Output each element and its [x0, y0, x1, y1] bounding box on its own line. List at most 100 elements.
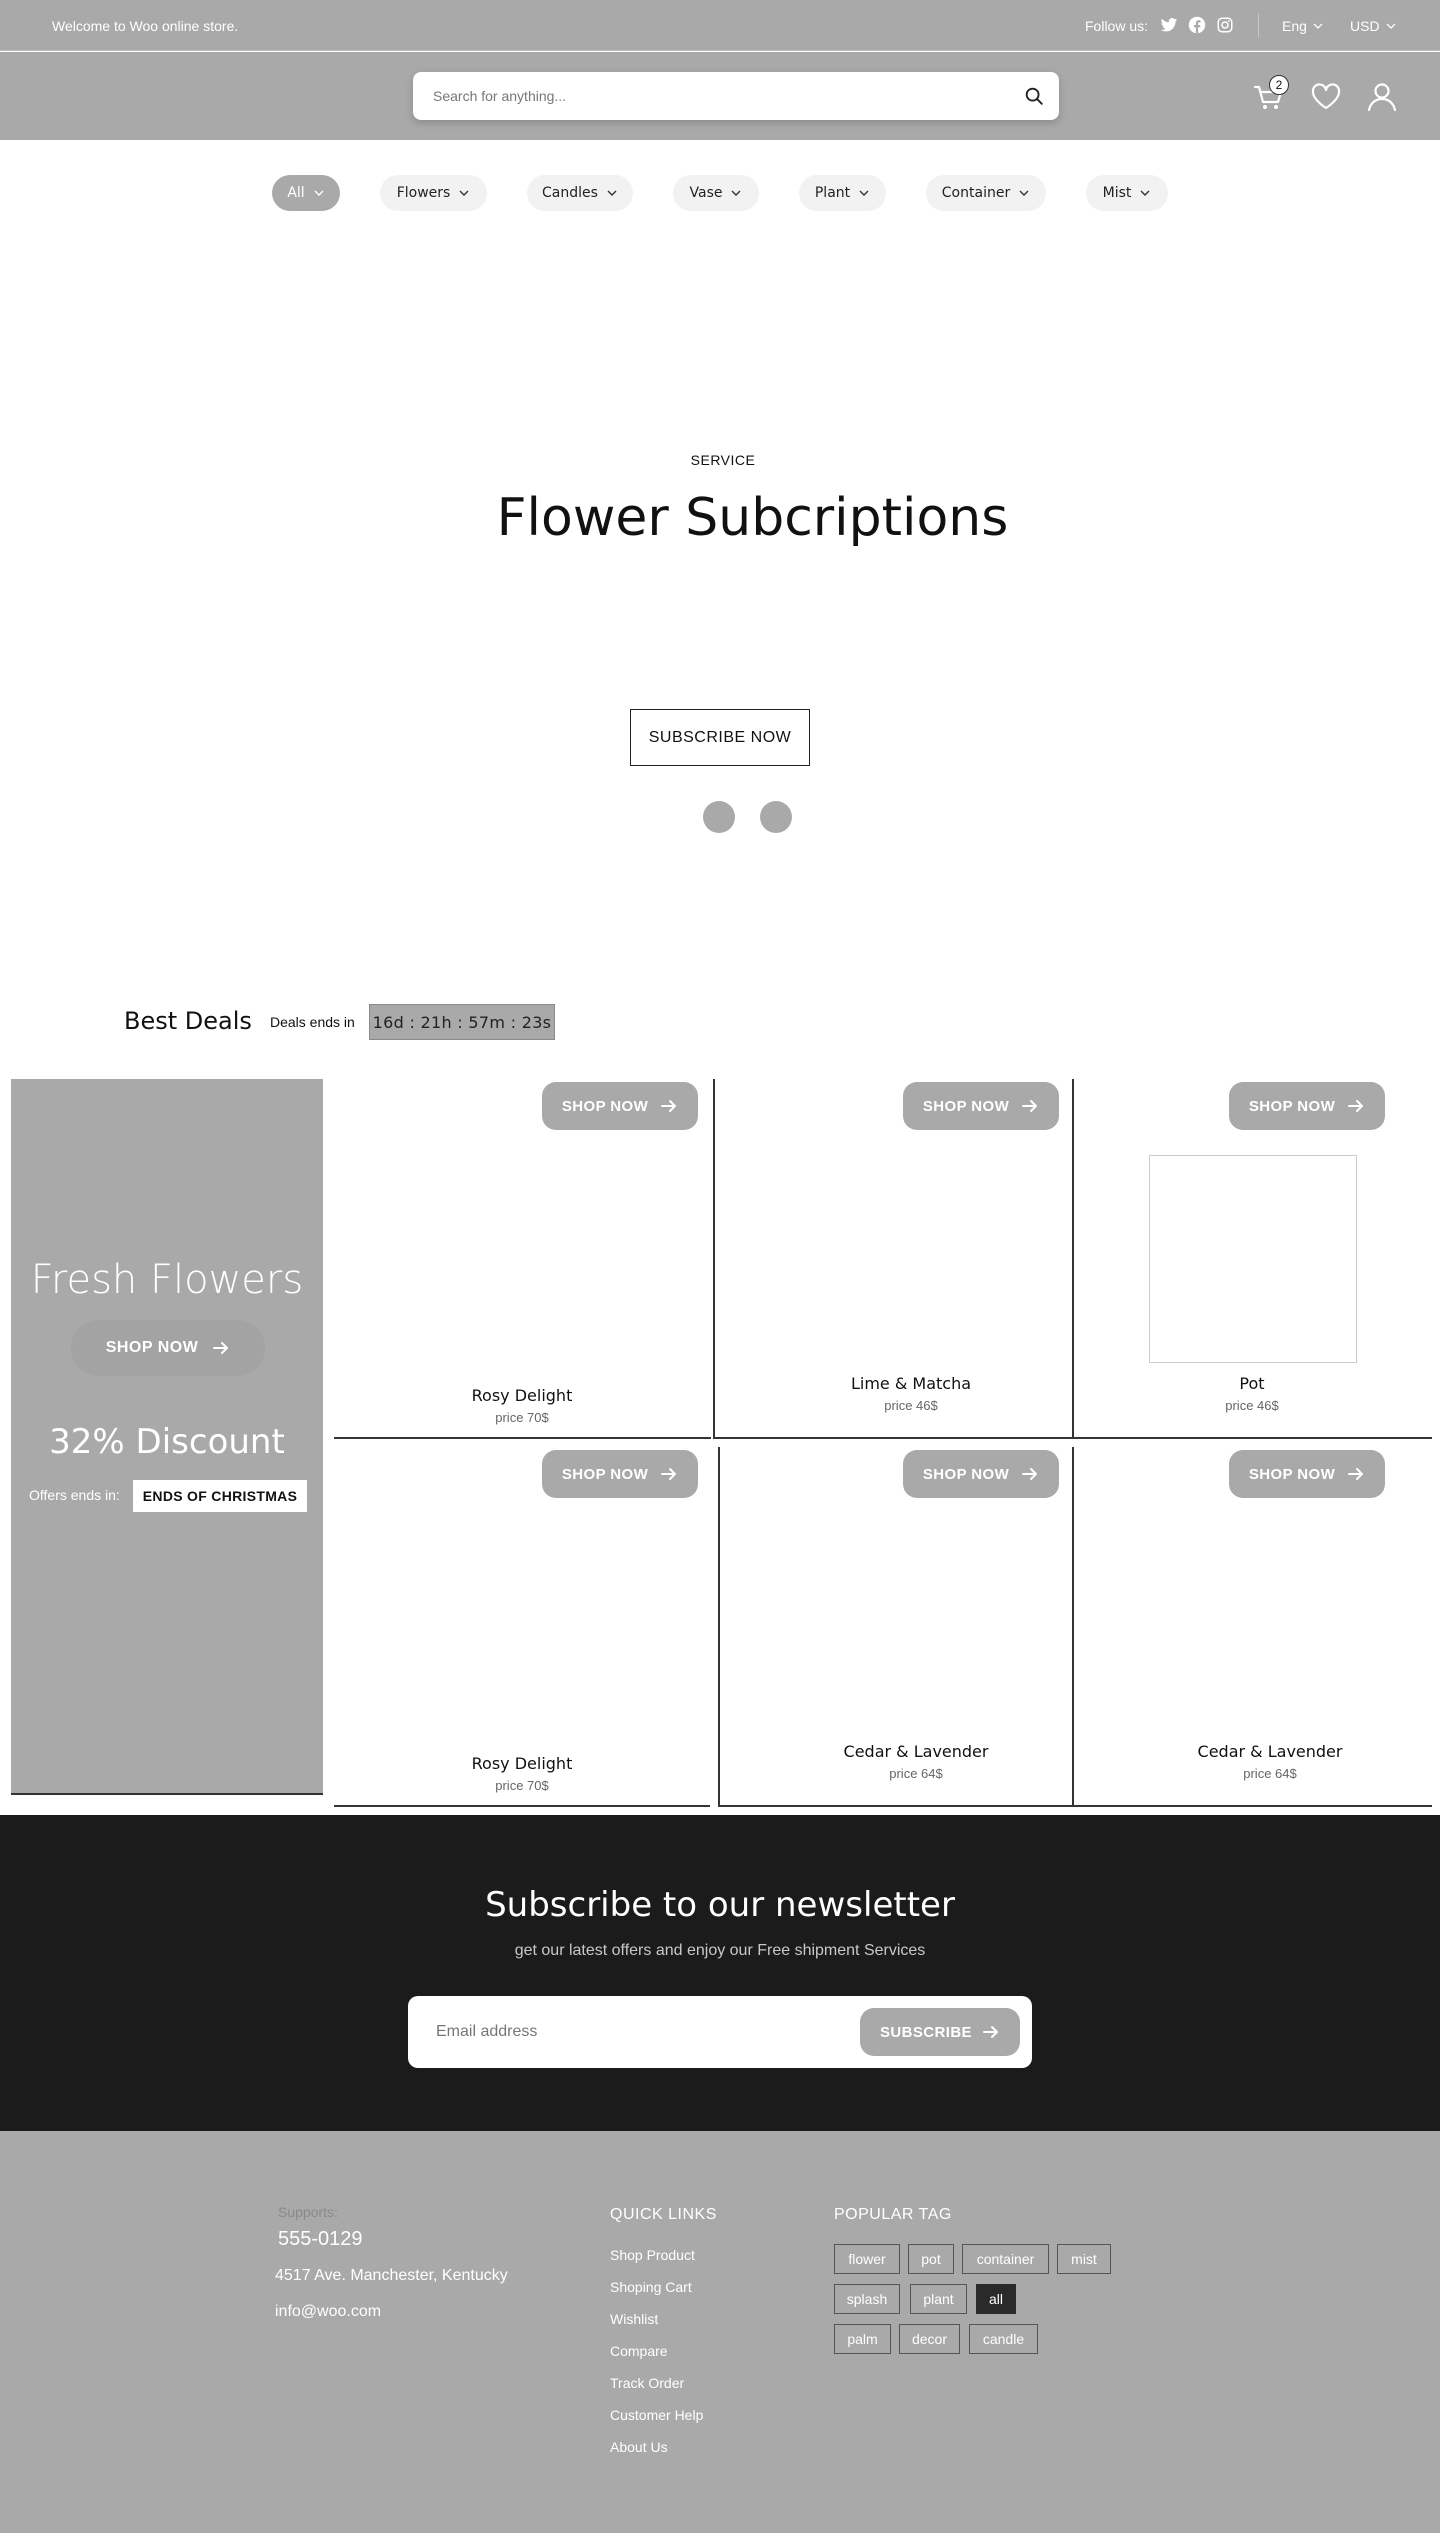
support-phone[interactable]: 555-0129 — [278, 2228, 363, 2250]
language-select[interactable]: Eng — [1282, 18, 1323, 34]
heart-icon[interactable] — [1309, 80, 1343, 114]
footer-link-about-us[interactable]: About Us — [610, 2439, 668, 2455]
tag-all[interactable]: all — [976, 2284, 1016, 2314]
tag-candle[interactable]: candle — [969, 2324, 1038, 2354]
product-name[interactable]: Cedar & Lavender — [843, 1742, 989, 1761]
search-bar — [413, 72, 1059, 120]
deals-countdown: 16d : 21h : 57m : 23s — [369, 1004, 555, 1040]
arrow-right-icon — [1348, 1468, 1364, 1480]
top-bar: Welcome to Woo online store. Follow us: … — [0, 0, 1440, 51]
divider — [1072, 1447, 1074, 1806]
footer-link-shopping-cart[interactable]: Shoping Cart — [610, 2279, 692, 2295]
chevron-down-icon — [607, 190, 617, 196]
instagram-icon[interactable] — [1216, 16, 1234, 34]
button-label: SUBSCRIBE — [880, 2023, 972, 2041]
category-pill-all[interactable]: All — [272, 175, 340, 211]
product-image[interactable] — [1149, 1155, 1357, 1363]
subscribe-button[interactable]: SUBSCRIBE — [860, 2008, 1020, 2056]
user-icon[interactable] — [1365, 80, 1399, 114]
promo-shop-now-button[interactable]: SHOP NOW — [71, 1320, 265, 1376]
button-label: SHOP NOW — [1248, 1465, 1336, 1483]
divider — [713, 1437, 1073, 1439]
language-value: Eng — [1282, 18, 1307, 34]
footer-link-compare[interactable]: Compare — [610, 2343, 668, 2359]
chevron-down-icon — [859, 190, 869, 196]
category-pill-vase[interactable]: Vase — [673, 175, 759, 211]
tag-palm[interactable]: palm — [834, 2324, 891, 2354]
chevron-down-icon — [1313, 23, 1323, 29]
category-pill-mist[interactable]: Mist — [1086, 175, 1168, 211]
divider — [1073, 1437, 1432, 1439]
popular-tag-title: POPULAR TAG — [834, 2206, 952, 2223]
deals-ends-label: Deals ends in — [270, 1014, 355, 1030]
product-name[interactable]: Cedar & Lavender — [1197, 1742, 1343, 1761]
search-icon[interactable] — [1023, 85, 1045, 107]
pill-label: Candles — [542, 185, 598, 201]
divider — [713, 1079, 715, 1438]
divider — [1072, 1079, 1074, 1438]
promo-title: Fresh Flowers — [30, 1257, 304, 1303]
chevron-down-icon — [1140, 190, 1150, 196]
product-price: price 70$ — [495, 1778, 549, 1793]
tag-pot[interactable]: pot — [908, 2244, 954, 2274]
product-shop-now-button[interactable]: SHOP NOW — [1229, 1082, 1385, 1130]
product-shop-now-button[interactable]: SHOP NOW — [1229, 1450, 1385, 1498]
tag-mist[interactable]: mist — [1057, 2244, 1111, 2274]
product-price: price 64$ — [889, 1766, 943, 1781]
slider-dot-2[interactable] — [760, 801, 792, 833]
arrow-right-icon — [213, 1342, 229, 1354]
newsletter-section: Subscribe to our newsletter get our late… — [0, 1815, 1440, 2131]
currency-select[interactable]: USD — [1350, 18, 1396, 34]
product-shop-now-button[interactable]: SHOP NOW — [903, 1082, 1059, 1130]
pill-label: Plant — [814, 185, 851, 201]
product-name[interactable]: Pot — [1239, 1374, 1265, 1393]
subscribe-now-button[interactable]: SUBSCRIBE NOW — [630, 709, 810, 766]
product-shop-now-button[interactable]: SHOP NOW — [542, 1082, 698, 1130]
slider-dot-1[interactable] — [703, 801, 735, 833]
facebook-icon[interactable] — [1188, 16, 1206, 34]
offer-ends-badge: ENDS OF CHRISTMAS — [133, 1480, 307, 1512]
best-deals-title: Best Deals — [124, 1007, 252, 1035]
tag-container[interactable]: container — [962, 2244, 1049, 2274]
footer-link-wishlist[interactable]: Wishlist — [610, 2311, 659, 2327]
follow-label: Follow us: — [1085, 18, 1149, 34]
arrow-right-icon — [661, 1468, 677, 1480]
footer-link-shop-product[interactable]: Shop Product — [610, 2247, 695, 2263]
hero-label: SERVICE — [690, 452, 756, 468]
chevron-down-icon — [314, 190, 324, 196]
category-pill-container[interactable]: Container — [926, 175, 1046, 211]
button-label: SHOP NOW — [922, 1097, 1010, 1115]
twitter-icon[interactable] — [1160, 16, 1178, 34]
search-input[interactable] — [433, 72, 993, 120]
button-label: SHOP NOW — [561, 1097, 649, 1115]
arrow-right-icon — [1348, 1100, 1364, 1112]
product-price: price 46$ — [884, 1398, 938, 1413]
offer-ends-label: Offers ends in: — [29, 1487, 120, 1503]
tag-decor[interactable]: decor — [899, 2324, 960, 2354]
email-field[interactable] — [436, 1996, 836, 2068]
footer-link-track-order[interactable]: Track Order — [610, 2375, 685, 2391]
product-name[interactable]: Rosy Delight — [471, 1754, 573, 1773]
pill-label: Flowers — [396, 185, 451, 201]
tag-flower[interactable]: flower — [834, 2244, 900, 2274]
promo-banner: Fresh Flowers SHOP NOW 32% Discount Offe… — [11, 1079, 323, 1795]
newsletter-form: SUBSCRIBE — [408, 1996, 1032, 2068]
hero-title: Flower Subcriptions — [496, 488, 1009, 548]
support-email[interactable]: info@woo.com — [275, 2303, 382, 2320]
category-pill-flowers[interactable]: Flowers — [380, 175, 487, 211]
divider — [1258, 13, 1259, 37]
product-name[interactable]: Lime & Matcha — [850, 1374, 972, 1393]
product-shop-now-button[interactable]: SHOP NOW — [542, 1450, 698, 1498]
button-label: SHOP NOW — [105, 1339, 199, 1356]
store-address: 4517 Ave. Manchester, Kentucky — [275, 2267, 508, 2284]
category-pill-plant[interactable]: Plant — [799, 175, 886, 211]
category-pill-candles[interactable]: Candles — [527, 175, 633, 211]
tag-plant[interactable]: plant — [910, 2284, 967, 2314]
cart-count-badge: 2 — [1269, 75, 1289, 95]
footer-link-customer-help[interactable]: Customer Help — [610, 2407, 704, 2423]
product-name[interactable]: Rosy Delight — [471, 1386, 573, 1405]
currency-value: USD — [1350, 18, 1380, 34]
product-shop-now-button[interactable]: SHOP NOW — [903, 1450, 1059, 1498]
chevron-down-icon — [731, 190, 741, 196]
tag-splash[interactable]: splash — [834, 2284, 900, 2314]
